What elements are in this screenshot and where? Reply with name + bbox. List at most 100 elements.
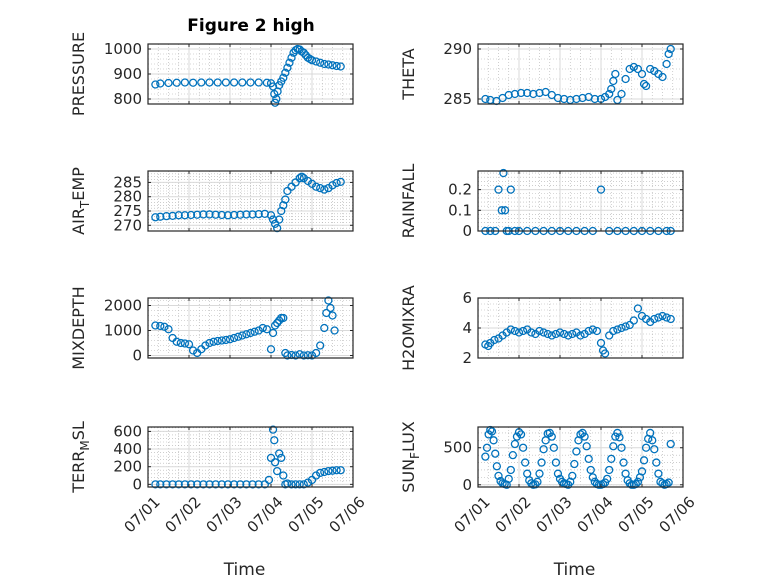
- data-point: [494, 471, 503, 481]
- data-point: [275, 449, 284, 458]
- data-point: [533, 477, 542, 486]
- data-point: [299, 480, 308, 489]
- data-point: [270, 436, 279, 445]
- data-point: [553, 469, 563, 478]
- data-point: [229, 333, 239, 343]
- data-point: [168, 211, 177, 221]
- data-point: [646, 428, 655, 438]
- axes-box: [477, 170, 684, 232]
- data-point: [180, 339, 190, 348]
- y-tick-label: 400: [113, 440, 142, 458]
- data-point: [258, 323, 267, 333]
- data-point: [299, 351, 308, 360]
- data-series: [151, 425, 345, 489]
- data-point: [151, 80, 160, 89]
- data-point: [664, 478, 673, 487]
- data-point: [311, 57, 321, 66]
- data-point: [506, 325, 515, 334]
- data-point: [629, 316, 638, 325]
- data-point: [518, 443, 528, 452]
- data-point: [287, 480, 296, 489]
- data-point: [246, 78, 255, 87]
- data-point: [205, 480, 214, 489]
- data-point: [605, 89, 614, 99]
- data-point: [254, 326, 263, 335]
- data-point: [250, 327, 259, 336]
- data-point: [291, 351, 300, 360]
- y-axis-label: MIXDEPTH: [69, 286, 88, 369]
- y-axis-label: H2OMIXRA: [399, 285, 418, 371]
- y-axis-label-main: H2OMIXRA: [399, 285, 418, 371]
- data-point: [303, 478, 313, 487]
- data-point: [510, 439, 520, 449]
- y-axis-label-suffix: SL: [69, 421, 88, 440]
- data-point: [316, 58, 325, 67]
- y-tick-label: 0: [462, 476, 472, 494]
- data-point: [646, 64, 655, 74]
- data-point: [572, 94, 581, 104]
- y-axis-label: PRESSURE: [69, 32, 88, 116]
- data-point: [499, 168, 508, 178]
- y-tick-label: 6: [462, 289, 472, 307]
- data-point: [217, 480, 226, 489]
- data-point: [662, 59, 671, 69]
- data-point: [160, 322, 169, 331]
- subplot-theta: 285 290 THETA: [399, 40, 684, 108]
- data-point: [266, 453, 276, 463]
- data-point: [611, 69, 620, 79]
- axes-box: [477, 43, 684, 105]
- data-point: [260, 480, 270, 489]
- data-point: [272, 94, 281, 104]
- data-point: [625, 64, 634, 74]
- data-point: [168, 480, 177, 489]
- data-point: [268, 425, 278, 434]
- data-point: [320, 185, 329, 194]
- data-point: [188, 78, 198, 87]
- x-tick-label: 07/06: [655, 493, 698, 536]
- data-point: [229, 480, 239, 489]
- data-point: [516, 430, 526, 439]
- data-point: [221, 335, 231, 345]
- axes-box: [147, 426, 354, 488]
- data-point: [535, 469, 544, 478]
- data-point: [270, 321, 280, 330]
- data-point: [664, 49, 673, 59]
- y-axis-label-main: SUN: [399, 459, 418, 493]
- data-point: [666, 314, 675, 324]
- subplot-pressure: 800 900 1000 PRESSURE: [69, 32, 354, 116]
- data-point: [277, 206, 286, 216]
- data-point: [151, 213, 160, 222]
- data-point: [180, 211, 190, 220]
- data-point: [272, 223, 282, 233]
- data-point: [311, 348, 321, 358]
- data-point: [162, 480, 171, 489]
- data-point: [637, 69, 647, 79]
- data-point: [281, 68, 290, 77]
- axes-box: [147, 297, 354, 359]
- y-axis-label: RAINFALL: [399, 164, 418, 239]
- data-point: [543, 329, 552, 339]
- data-point: [279, 313, 288, 323]
- data-point: [193, 480, 202, 489]
- x-tick-label: 07/02: [161, 493, 204, 536]
- data-point: [188, 346, 198, 355]
- y-axis-label-subscript: T: [78, 200, 92, 209]
- y-tick-label: 0: [132, 475, 142, 493]
- y-tick-label: 280: [113, 188, 142, 206]
- figure-title: Figure 2 high: [187, 16, 315, 36]
- axes-box: [147, 170, 354, 232]
- data-point: [229, 78, 239, 87]
- data-point: [568, 471, 577, 481]
- x-tick-label: 07/05: [614, 493, 657, 536]
- data-point: [481, 452, 490, 461]
- data-point: [225, 335, 235, 344]
- data-point: [650, 445, 659, 454]
- data-point: [316, 183, 325, 193]
- data-point: [320, 467, 329, 477]
- x-tick-label: 07/03: [532, 493, 575, 536]
- data-point: [639, 79, 649, 89]
- y-tick-label: 4: [462, 319, 472, 337]
- data-point: [287, 53, 296, 62]
- data-point: [328, 311, 337, 320]
- data-point: [307, 56, 317, 65]
